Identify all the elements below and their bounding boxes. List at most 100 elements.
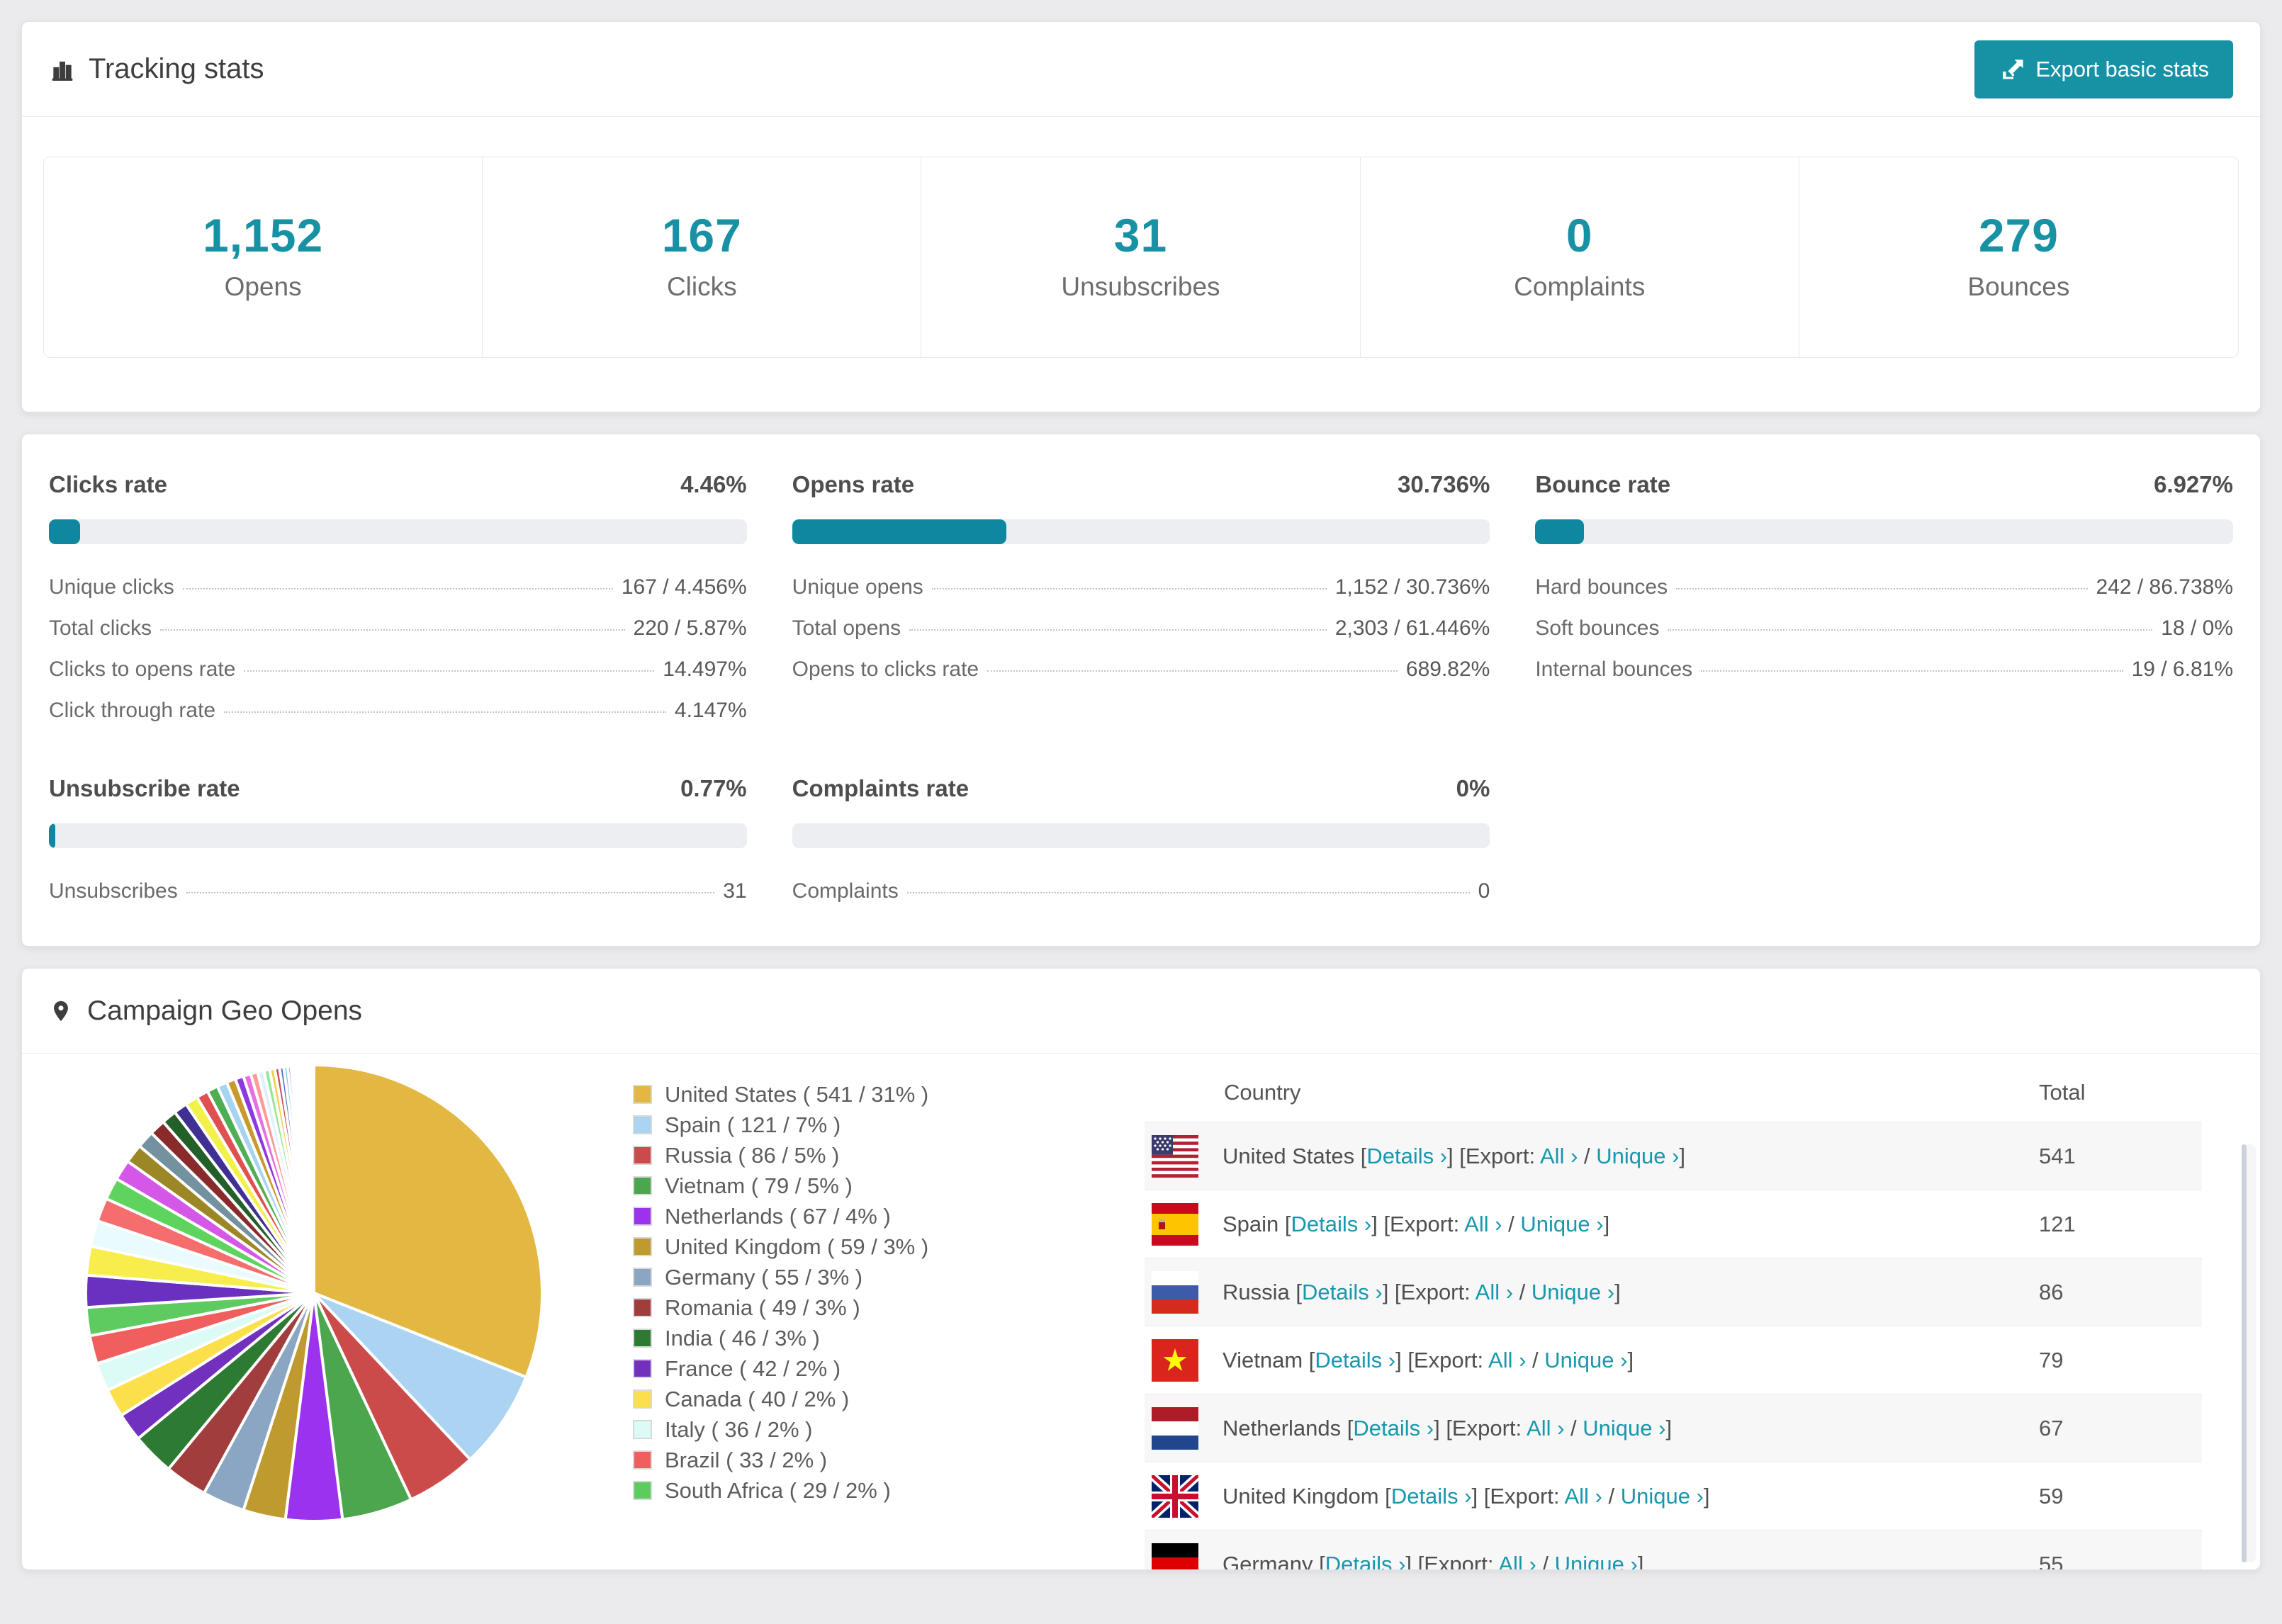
export-unique-link[interactable]: Unique › (1596, 1143, 1680, 1168)
details-link[interactable]: Details › (1315, 1347, 1396, 1372)
details-link[interactable]: Details › (1353, 1415, 1434, 1440)
country-name: United States [ (1222, 1143, 1367, 1168)
column-header-country: Country (1224, 1080, 1301, 1105)
rate-section-opens-rate: Opens rate 30.736% Unique opens 1,152 / 30.… (792, 471, 1490, 720)
bracket-text: ] [Export: (1471, 1483, 1565, 1509)
stat-row-value: 31 (723, 879, 747, 903)
leader-dots (987, 670, 1398, 672)
summary-stat-value: 279 (1978, 209, 2059, 261)
legend-swatch (633, 1085, 652, 1104)
stat-row: Click through rate 4.147% (49, 699, 747, 722)
legend-item-india: India ( 46 / 3% ) (633, 1323, 928, 1353)
legend-swatch (633, 1450, 652, 1470)
bar-chart-icon (52, 61, 73, 81)
stat-row-value: 19 / 6.81% (2131, 658, 2233, 681)
country-name: Russia [ (1222, 1279, 1302, 1304)
slash-text: / (1602, 1483, 1621, 1509)
export-unique-link[interactable]: Unique › (1554, 1551, 1638, 1570)
export-unique-link[interactable]: Unique › (1520, 1211, 1604, 1236)
stat-row-label: Unique clicks (49, 575, 174, 599)
leader-dots (1701, 670, 2123, 672)
details-link[interactable]: Details › (1291, 1211, 1372, 1236)
slash-text: / (1564, 1415, 1583, 1440)
stat-row-value: 2,303 / 61.446% (1334, 616, 1490, 640)
summary-stat-value: 167 (661, 209, 742, 261)
export-all-link[interactable]: All › (1475, 1279, 1514, 1304)
details-link[interactable]: Details › (1366, 1143, 1448, 1168)
stat-row: Soft bounces 18 / 0% (1535, 616, 2233, 640)
geo-body: United States ( 541 / 31% ) Spain ( 121 /… (22, 1054, 2260, 1569)
rate-value: 6.927% (2154, 471, 2233, 497)
flag-de-icon (1152, 1543, 1198, 1569)
summary-stat: 279 Bounces (1799, 157, 2238, 357)
geo-section-title: Campaign Geo Opens (87, 995, 363, 1026)
export-all-link[interactable]: All › (1527, 1415, 1565, 1440)
slash-text: / (1536, 1551, 1555, 1570)
export-basic-stats-button[interactable]: Export basic stats (1974, 40, 2233, 98)
country-cell: Vietnam [Details ›] [Export: All › / Uni… (1222, 1348, 1634, 1373)
export-all-link[interactable]: All › (1564, 1483, 1602, 1509)
stat-row-label: Total opens (792, 616, 901, 640)
geo-opens-pie-chart (80, 1059, 548, 1527)
country-name: Vietnam [ (1222, 1347, 1315, 1372)
leader-dots (160, 629, 625, 631)
details-link[interactable]: Details › (1325, 1551, 1406, 1570)
stat-row: Unique opens 1,152 / 30.736% (792, 575, 1490, 599)
total-cell: 541 (2039, 1143, 2076, 1168)
export-all-link[interactable]: All › (1464, 1211, 1502, 1236)
rate-section-bounce-rate: Bounce rate 6.927% Hard bounces 242 / 86.73… (1535, 471, 2233, 720)
stat-row: Opens to clicks rate 689.82% (792, 658, 1490, 681)
export-all-link[interactable]: All › (1488, 1347, 1527, 1372)
rate-section-clicks-rate: Clicks rate 4.46% Unique clicks 167 / 4.456… (49, 471, 747, 722)
slash-text: / (1578, 1143, 1597, 1168)
slash-text: / (1502, 1211, 1521, 1236)
flag-us-icon (1152, 1134, 1198, 1178)
summary-stat-label: Opens (224, 272, 302, 301)
stat-row-value: 1,152 / 30.736% (1334, 575, 1490, 599)
export-unique-link[interactable]: Unique › (1583, 1415, 1666, 1440)
export-unique-link[interactable]: Unique › (1531, 1279, 1615, 1304)
stat-row-value: 14.497% (663, 658, 747, 681)
bracket-text: ] [Export: (1447, 1143, 1540, 1168)
leader-dots (182, 588, 613, 590)
legend-label: United States ( 541 / 31% ) (665, 1081, 929, 1107)
legend-item-united-states: United States ( 541 / 31% ) (633, 1079, 928, 1110)
stat-row-label: Clicks to opens rate (49, 658, 236, 681)
legend-swatch (633, 1237, 652, 1256)
rate-value: 0.77% (680, 775, 747, 801)
table-scrollbar-thumb[interactable] (2242, 1144, 2247, 1562)
total-cell: 59 (2039, 1483, 2064, 1509)
legend-item-russia: Russia ( 86 / 5% ) (633, 1140, 928, 1171)
pie-slice-united-states (313, 1064, 544, 1379)
table-row-united-kingdom: United Kingdom [Details ›] [Export: All … (1145, 1462, 2202, 1530)
total-cell: 55 (2039, 1551, 2064, 1570)
country-flag-icon (1152, 1406, 1198, 1450)
table-row-united-states: United States [Details ›] [Export: All ›… (1145, 1122, 2202, 1190)
total-cell: 79 (2039, 1347, 2064, 1372)
legend-swatch (633, 1420, 652, 1439)
details-link[interactable]: Details › (1390, 1483, 1472, 1509)
leader-dots (906, 892, 1470, 893)
export-all-link[interactable]: All › (1540, 1143, 1578, 1168)
summary-stat-label: Clicks (666, 272, 737, 301)
country-cell: Germany [Details ›] [Export: All › / Uni… (1222, 1551, 1643, 1570)
legend-label: Romania ( 49 / 3% ) (665, 1295, 860, 1320)
bracket-text: ] (1679, 1143, 1686, 1168)
bracket-text: ] (1603, 1211, 1610, 1236)
rate-title: Clicks rate (49, 471, 167, 497)
legend-item-italy: Italy ( 36 / 2% ) (633, 1414, 928, 1445)
progress-bar (1535, 519, 2233, 544)
bracket-text: ] [Export: (1395, 1347, 1489, 1372)
legend-item-netherlands: Netherlands ( 67 / 4% ) (633, 1201, 928, 1231)
export-all-link[interactable]: All › (1498, 1551, 1536, 1570)
leader-dots (931, 588, 1327, 590)
table-scrollbar[interactable] (2242, 1144, 2256, 1562)
stat-row-label: Opens to clicks rate (792, 658, 979, 681)
legend-swatch (633, 1389, 652, 1409)
export-unique-link[interactable]: Unique › (1544, 1347, 1628, 1372)
rate-section-complaints-rate: Complaints rate 0% Complaints 0 (792, 775, 1490, 903)
legend-swatch (633, 1329, 652, 1348)
total-cell: 86 (2039, 1279, 2064, 1304)
details-link[interactable]: Details › (1301, 1279, 1383, 1304)
export-unique-link[interactable]: Unique › (1620, 1483, 1704, 1509)
